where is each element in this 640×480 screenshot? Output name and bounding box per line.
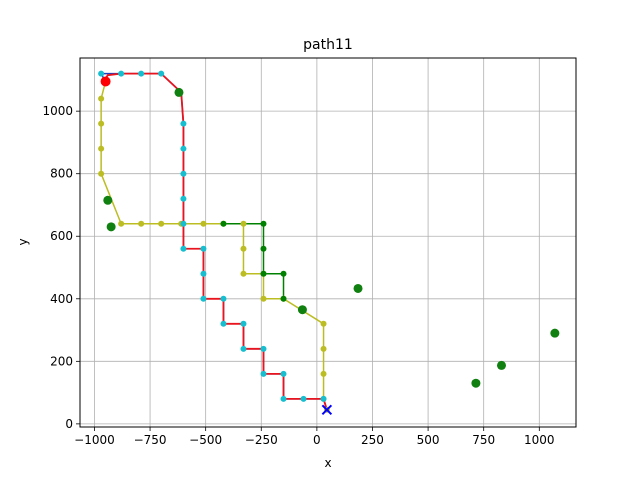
obstacle-point: [103, 195, 113, 205]
goal-marker: [321, 404, 333, 416]
node-point-cyan: [98, 70, 105, 77]
node-point-cyan: [180, 120, 187, 127]
x-tick-label: 500: [417, 433, 440, 447]
node-point-cyan: [180, 220, 187, 227]
node-point-olive: [98, 120, 105, 127]
node-point-olive: [138, 220, 145, 227]
y-tick-label: 800: [50, 167, 73, 181]
node-point-green: [260, 220, 267, 227]
node-point-olive: [98, 145, 105, 152]
series-layer: [100, 72, 328, 411]
obstacle-point: [174, 87, 184, 97]
node-point-green: [220, 220, 227, 227]
points-layer: [98, 70, 560, 416]
y-tick-label: 600: [50, 229, 73, 243]
node-point-cyan: [260, 370, 267, 377]
obstacle-point: [471, 378, 481, 388]
node-point-cyan: [180, 195, 187, 202]
x-tick-label: 250: [361, 433, 384, 447]
node-point-cyan: [200, 245, 207, 252]
node-point-cyan: [180, 245, 187, 252]
y-tick-label: 1000: [42, 104, 73, 118]
node-point-olive: [240, 245, 247, 252]
start-point: [100, 76, 111, 87]
node-point-cyan: [118, 70, 125, 77]
node-point-olive: [240, 220, 247, 227]
x-axis-label: x: [324, 456, 331, 470]
node-point-cyan: [180, 170, 187, 177]
x-tick-label: −750: [134, 433, 167, 447]
node-point-olive: [98, 95, 105, 102]
x-tick-label: 1000: [524, 433, 555, 447]
node-point-cyan: [300, 395, 307, 402]
node-point-olive: [320, 345, 327, 352]
node-point-green: [280, 270, 287, 277]
node-point-cyan: [220, 295, 227, 302]
node-point-cyan: [280, 370, 287, 377]
series-line-green: [223, 222, 285, 299]
node-point-olive: [158, 220, 165, 227]
plot-frame: [79, 57, 577, 428]
ticks-layer: −1000 −750 −500 −250 0 250 500 750 1000 0 200 400 60…: [42, 104, 554, 447]
node-point-olive: [200, 220, 207, 227]
node-point-olive: [98, 170, 105, 177]
y-axis-label: y: [16, 238, 30, 245]
node-point-green: [260, 270, 267, 277]
y-tick-label: 200: [50, 354, 73, 368]
obstacle-point: [353, 283, 363, 293]
node-point-cyan: [260, 345, 267, 352]
y-tick-label: 0: [65, 417, 73, 431]
x-tick-label: −1000: [74, 433, 115, 447]
obstacle-point: [106, 222, 116, 232]
x-tick-label: 750: [472, 433, 495, 447]
obstacle-point: [297, 305, 307, 315]
node-point-olive: [320, 370, 327, 377]
node-point-olive: [240, 270, 247, 277]
grid: [80, 58, 576, 427]
node-point-cyan: [200, 295, 207, 302]
node-point-cyan: [240, 320, 247, 327]
node-point-cyan: [280, 395, 287, 402]
node-point-cyan: [320, 395, 327, 402]
x-tick-label: −250: [245, 433, 278, 447]
node-point-cyan: [240, 345, 247, 352]
chart-title: path11: [303, 37, 353, 53]
node-point-green: [260, 245, 267, 252]
obstacle-point: [496, 360, 506, 370]
obstacle-point: [550, 328, 560, 338]
node-point-cyan: [220, 320, 227, 327]
x-tick-label: −500: [189, 433, 222, 447]
node-point-green: [280, 295, 287, 302]
node-point-cyan: [180, 145, 187, 152]
x-tick-label: 0: [313, 433, 321, 447]
node-point-olive: [118, 220, 125, 227]
node-point-cyan: [138, 70, 145, 77]
series-line-red: [103, 72, 328, 411]
y-tick-label: 400: [50, 292, 73, 306]
node-point-olive: [260, 295, 267, 302]
node-point-cyan: [200, 270, 207, 277]
node-point-cyan: [158, 70, 165, 77]
node-point-olive: [320, 320, 327, 327]
